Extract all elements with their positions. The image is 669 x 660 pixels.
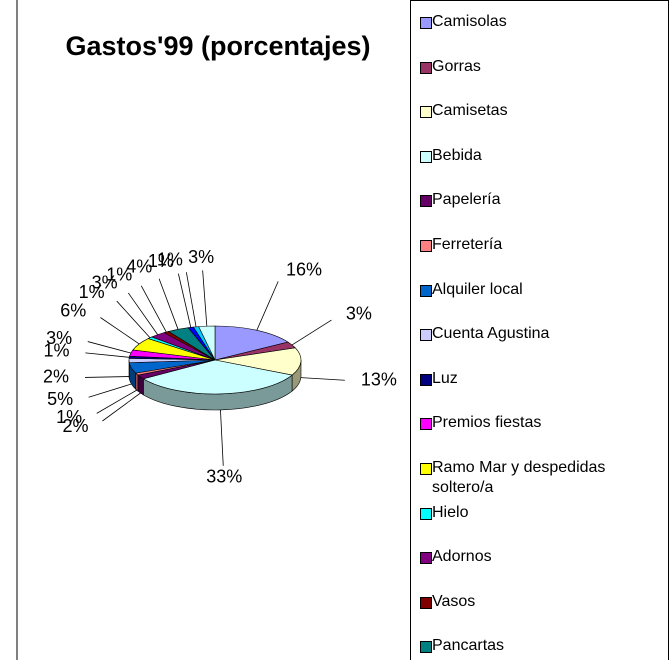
- data-label: 16%: [286, 260, 322, 280]
- legend-swatch: [420, 641, 432, 654]
- leader-line: [116, 300, 151, 339]
- leader-line: [158, 278, 179, 330]
- data-label: 6%: [60, 301, 86, 321]
- legend-swatch: [420, 507, 432, 520]
- legend-label: Camisetas: [432, 102, 508, 120]
- data-label: 1%: [157, 249, 183, 269]
- leader-line: [127, 292, 158, 335]
- leader-line: [291, 319, 332, 346]
- legend-label: Luz: [432, 369, 458, 387]
- legend-swatch: [420, 329, 432, 342]
- leader-line: [102, 392, 141, 422]
- pie-slice-side: [135, 372, 139, 392]
- chart-title: Gastos'99 (porcentajes): [65, 31, 370, 61]
- legend-swatch: [420, 106, 432, 119]
- legend-swatch: [420, 240, 432, 252]
- legend-label: Papelería: [432, 191, 501, 209]
- legend-swatch: [420, 373, 432, 386]
- leader-line: [96, 389, 137, 414]
- pie-slice: [214, 325, 289, 361]
- data-label: 3%: [188, 247, 214, 267]
- legend-swatch: [420, 596, 432, 609]
- legend-swatch: [420, 17, 432, 29]
- legend-label: Alquiler local: [432, 280, 523, 298]
- pie-slice: [214, 347, 302, 376]
- leader-line: [256, 281, 279, 331]
- legend-label: Adornos: [432, 548, 492, 566]
- legend-label: Vasos: [432, 592, 476, 610]
- legend-swatch: [420, 150, 432, 163]
- legend-swatch: [420, 552, 432, 565]
- data-label: 1%: [106, 265, 132, 285]
- data-label: 1%: [148, 251, 174, 271]
- legend-label: Camisolas: [432, 13, 507, 30]
- legend-swatch: [420, 463, 432, 475]
- data-label: 13%: [361, 370, 397, 390]
- data-label: 1%: [43, 341, 69, 361]
- data-label: 33%: [206, 467, 242, 487]
- data-label: 3%: [46, 328, 72, 348]
- legend-label: Cuenta Agustina: [432, 325, 550, 343]
- legend-box: [410, 0, 669, 660]
- leader-line: [140, 285, 167, 333]
- leader-line: [220, 409, 224, 466]
- legend-swatch: [420, 195, 432, 208]
- leader-line: [85, 352, 130, 358]
- legend-swatch: [420, 418, 432, 431]
- legend-label: Hielo: [432, 503, 469, 521]
- legend-label: Premios fiestas: [432, 414, 542, 432]
- legend-swatch: [420, 284, 432, 297]
- pie-slice: [142, 359, 293, 395]
- legend-label: Pancartas: [432, 637, 505, 655]
- leader-line: [177, 273, 192, 328]
- legend-swatch: [420, 61, 432, 74]
- legend-label: Gorras: [432, 57, 481, 75]
- data-label: 1%: [56, 407, 82, 427]
- leader-line: [185, 272, 197, 327]
- leader-line: [87, 341, 131, 354]
- data-label: 3%: [92, 273, 118, 293]
- data-label: 4%: [126, 257, 152, 277]
- legend-label: Bebida: [432, 146, 482, 164]
- data-label: 2%: [43, 366, 69, 386]
- data-label: 5%: [47, 389, 73, 409]
- leader-line: [100, 317, 140, 345]
- leader-line: [300, 377, 345, 381]
- leader-line: [85, 376, 130, 378]
- legend-label: Ferretería: [432, 236, 503, 253]
- data-label: 3%: [346, 303, 372, 323]
- leader-line: [88, 383, 132, 398]
- legend-label: Ramo Mar y despedidas soltero/a: [432, 459, 606, 496]
- data-label: 2%: [63, 416, 89, 436]
- data-label: 1%: [79, 282, 105, 302]
- leader-line: [202, 270, 208, 327]
